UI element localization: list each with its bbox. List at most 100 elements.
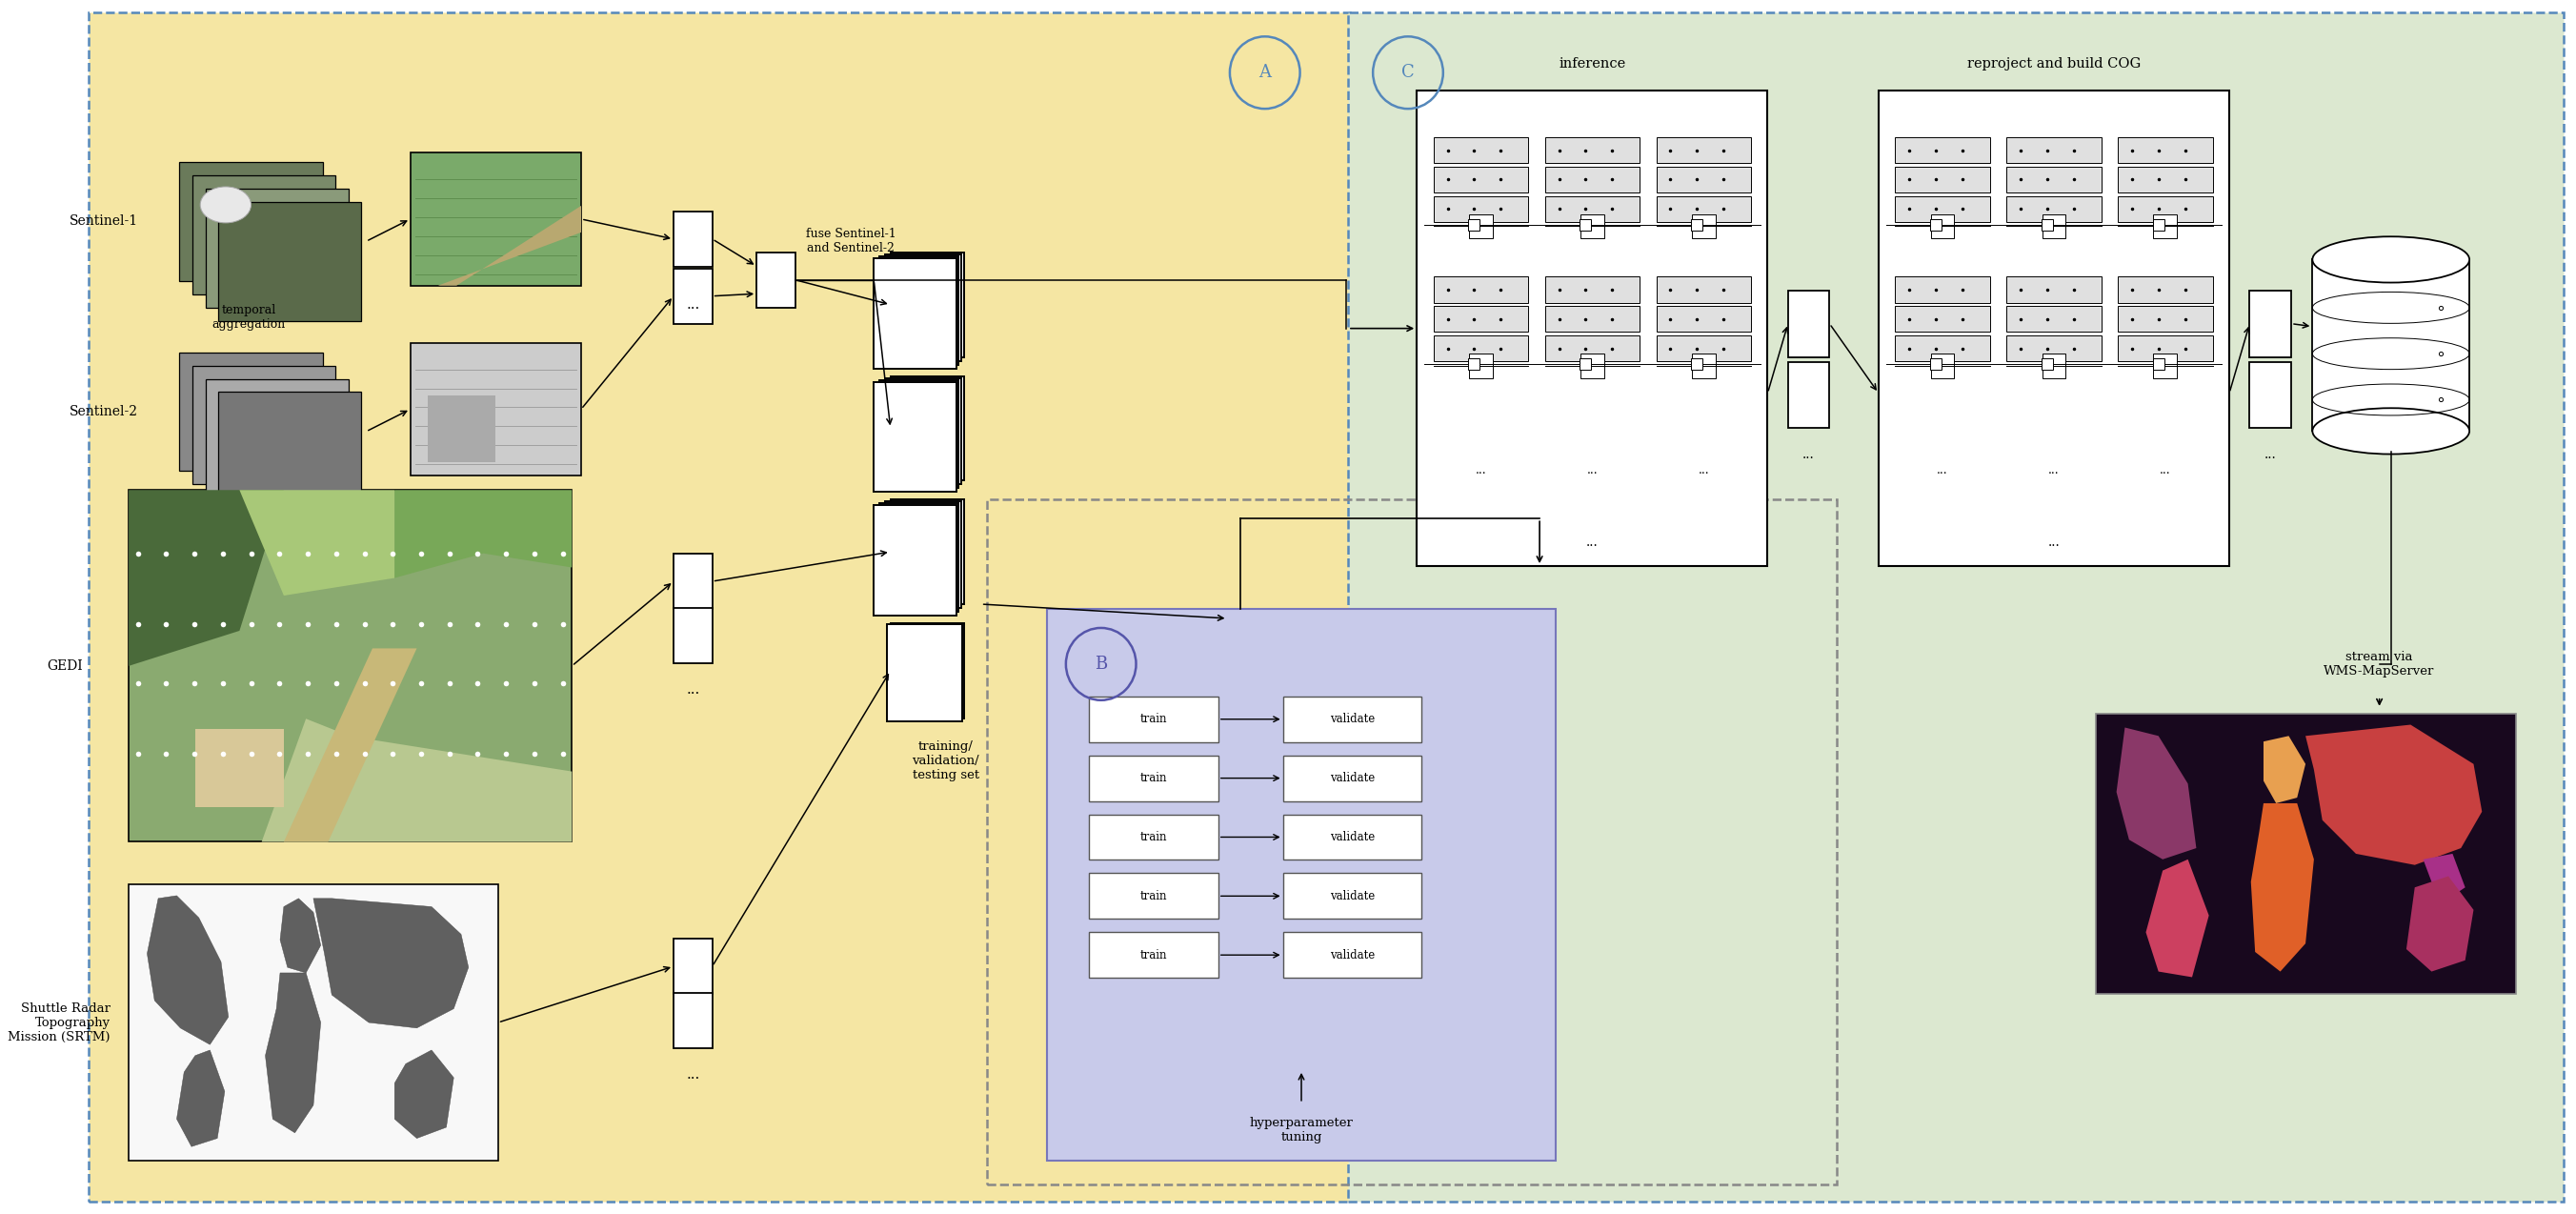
Bar [878, 256, 958, 364]
Polygon shape [129, 719, 572, 841]
Bar [193, 175, 335, 294]
Bar [410, 342, 582, 476]
Polygon shape [2117, 727, 2197, 860]
Polygon shape [281, 898, 322, 972]
Text: ...: ... [2048, 464, 2058, 477]
Bar [2007, 306, 2102, 333]
Bar [1432, 137, 1528, 163]
Polygon shape [2146, 860, 2208, 977]
Text: train: train [1141, 830, 1167, 844]
Bar [2249, 290, 2290, 357]
Bar [1468, 353, 1492, 378]
Polygon shape [2406, 877, 2473, 971]
Bar [672, 554, 711, 609]
Bar [1432, 166, 1528, 193]
Bar [1090, 815, 1218, 860]
Bar [672, 608, 711, 663]
Bar [1579, 353, 1605, 378]
Polygon shape [283, 648, 417, 841]
Text: ...: ... [2264, 448, 2277, 461]
Bar [219, 202, 361, 320]
Bar [891, 623, 963, 719]
Bar [1432, 197, 1528, 222]
Text: ...: ... [1587, 464, 1597, 477]
Bar [1656, 197, 1752, 222]
Bar [873, 259, 956, 368]
Ellipse shape [201, 187, 250, 223]
Text: validate: validate [1329, 949, 1376, 961]
Polygon shape [178, 1050, 224, 1146]
Bar [2117, 277, 2213, 302]
Text: GEDI: GEDI [46, 659, 82, 673]
Text: C: C [1401, 64, 1414, 81]
Bar [1546, 306, 1638, 333]
Bar [129, 490, 572, 841]
Bar [2117, 335, 2213, 362]
Bar [672, 938, 711, 994]
Bar [2007, 335, 2102, 362]
Bar [1896, 137, 1989, 163]
Bar [1468, 358, 1479, 370]
Bar [1656, 277, 1752, 302]
Bar [878, 380, 958, 488]
Bar [672, 268, 711, 324]
Bar [206, 379, 348, 498]
Bar [2117, 166, 2213, 193]
Bar [1283, 932, 1422, 977]
Bar [206, 188, 348, 307]
Bar [410, 153, 582, 285]
Ellipse shape [2313, 237, 2470, 283]
Text: train: train [1141, 713, 1167, 726]
Bar [2154, 358, 2164, 370]
Bar [1579, 219, 1592, 231]
Bar [1579, 214, 1605, 238]
Text: inference: inference [1558, 57, 1625, 70]
Polygon shape [2424, 853, 2465, 904]
Bar [2043, 358, 2053, 370]
FancyBboxPatch shape [1048, 609, 1556, 1161]
Bar [1896, 277, 1989, 302]
Text: ...: ... [1698, 464, 1708, 477]
Bar [1432, 335, 1528, 362]
Bar [886, 501, 961, 608]
Bar [1896, 197, 1989, 222]
Text: temporal
aggregation: temporal aggregation [211, 304, 286, 330]
Bar [2154, 214, 2177, 238]
Text: A: A [1260, 64, 1270, 81]
Bar [180, 352, 322, 471]
Bar [2094, 714, 2517, 994]
Bar [2117, 306, 2213, 333]
Bar [1788, 290, 1829, 357]
Text: train: train [1141, 949, 1167, 961]
Bar [1692, 219, 1703, 231]
Text: validate: validate [1329, 772, 1376, 784]
Text: reproject and build COG: reproject and build COG [1968, 57, 2141, 70]
Polygon shape [2264, 736, 2306, 804]
Text: ...: ... [2159, 464, 2172, 477]
Bar [1788, 362, 1829, 429]
Polygon shape [147, 896, 229, 1044]
Text: ...: ... [685, 683, 701, 697]
Text: stream via
WMS-MapServer: stream via WMS-MapServer [2324, 651, 2434, 677]
Bar [1929, 219, 1942, 231]
Bar [1929, 358, 1942, 370]
Text: validate: validate [1329, 713, 1376, 726]
Bar [1546, 277, 1638, 302]
Bar [1090, 697, 1218, 742]
Bar [1656, 137, 1752, 163]
Bar [1546, 166, 1638, 193]
Bar [757, 253, 796, 307]
Text: ...: ... [1937, 464, 1947, 477]
Bar [1896, 335, 1989, 362]
Bar [1283, 815, 1422, 860]
Text: hyperparameter
tuning: hyperparameter tuning [1249, 1117, 1352, 1144]
Bar [193, 365, 335, 484]
Polygon shape [394, 1050, 453, 1139]
Polygon shape [196, 730, 283, 806]
Text: validate: validate [1329, 830, 1376, 844]
Bar [2154, 219, 2164, 231]
Bar [1090, 873, 1218, 919]
Bar [1283, 873, 1422, 919]
Bar [2117, 197, 2213, 222]
Bar [1579, 358, 1592, 370]
